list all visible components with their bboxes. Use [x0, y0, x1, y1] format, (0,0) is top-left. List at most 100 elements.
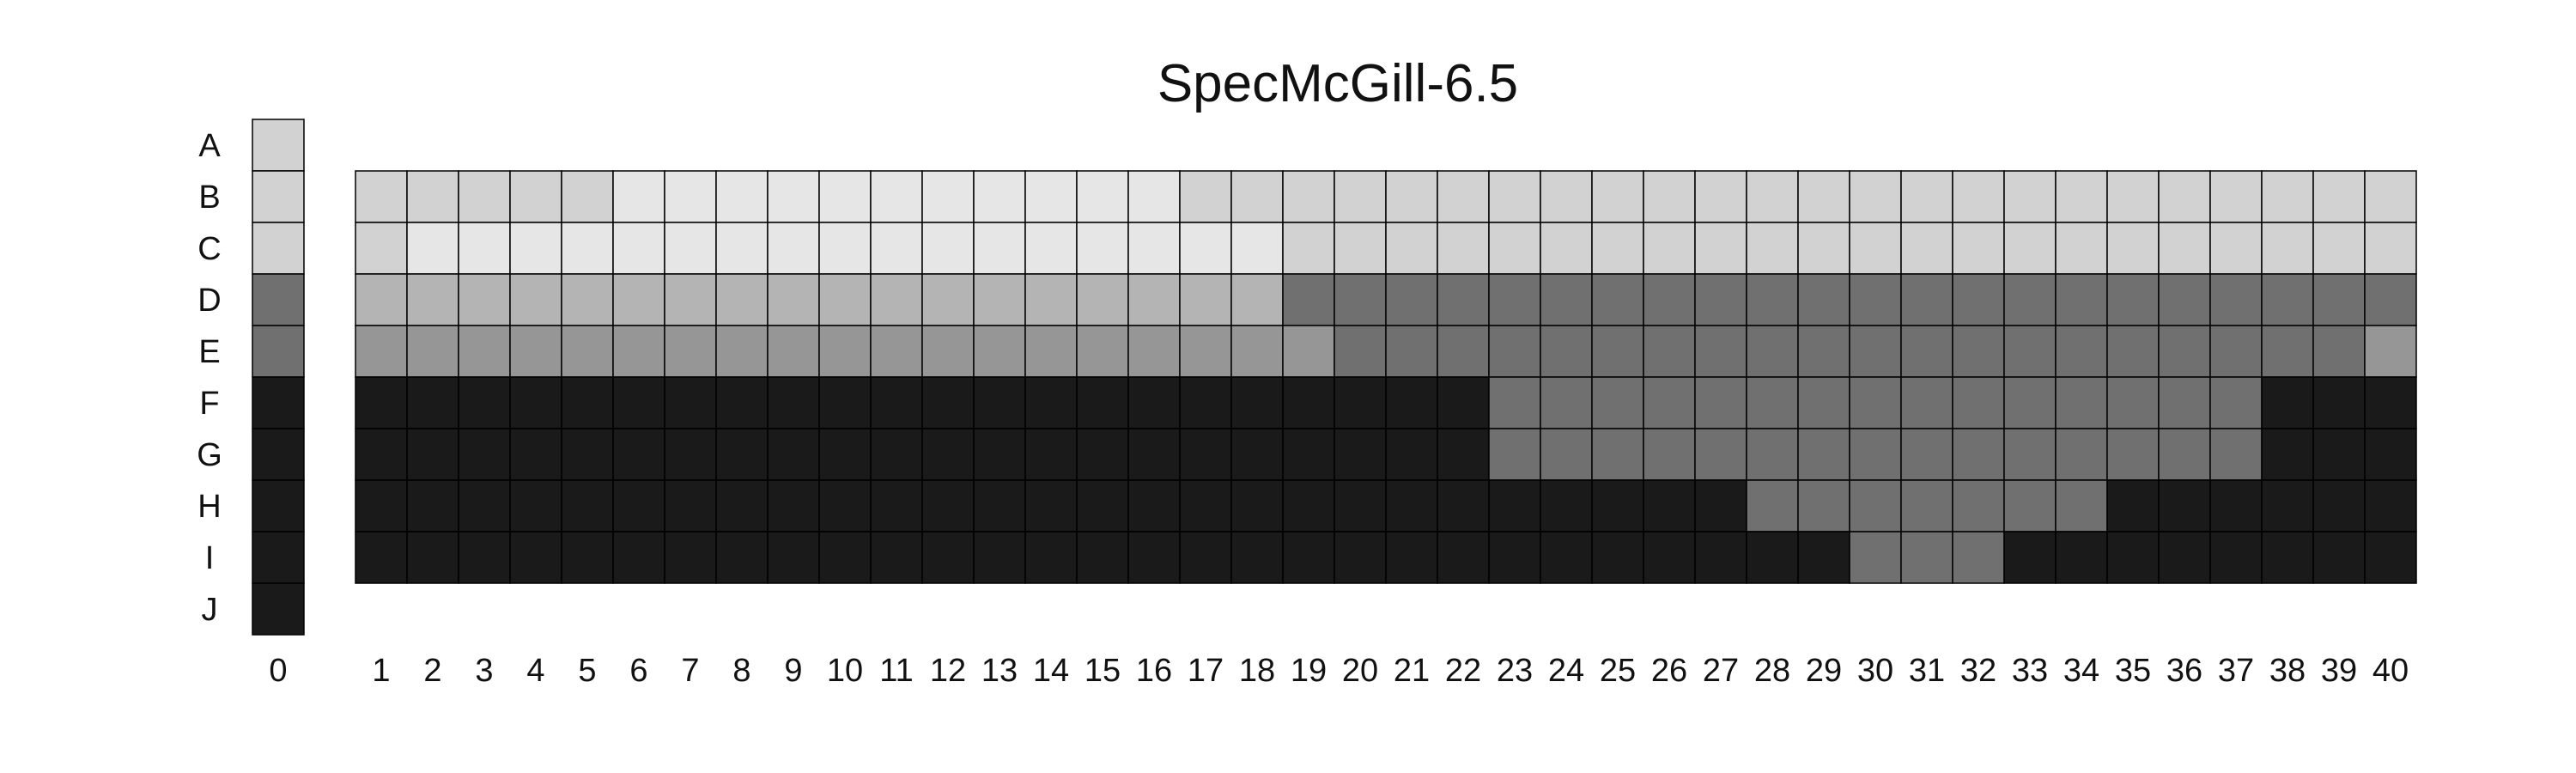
cell-h-27 [1694, 479, 1747, 533]
column-label-21: 21 [1394, 653, 1430, 689]
cell-g-5 [561, 428, 614, 481]
cell-g-29 [1797, 428, 1850, 481]
cell-f-35 [2106, 376, 2160, 429]
cell-h-37 [2209, 479, 2263, 533]
column-label-23: 23 [1497, 653, 1533, 689]
cell-c-9 [767, 222, 820, 275]
cell-h-28 [1746, 479, 1799, 533]
cell-d-25 [1591, 273, 1644, 326]
cell-b-2 [406, 170, 459, 223]
cell-g-26 [1643, 428, 1696, 481]
cell-e-27 [1694, 325, 1747, 378]
cell-f-22 [1437, 376, 1490, 429]
cell-i-4 [509, 531, 562, 584]
cell-d-21 [1385, 273, 1438, 326]
cell-b-31 [1900, 170, 1953, 223]
cell-c-18 [1230, 222, 1284, 275]
cell-h-26 [1643, 479, 1696, 533]
column-label-19: 19 [1291, 653, 1327, 689]
cell-b-22 [1437, 170, 1490, 223]
cell-e-9 [767, 325, 820, 378]
cell-c-21 [1385, 222, 1438, 275]
cell-b-9 [767, 170, 820, 223]
cell-e-14 [1024, 325, 1078, 378]
cell-c-31 [1900, 222, 1953, 275]
cell-g-23 [1488, 428, 1541, 481]
cell-e-22 [1437, 325, 1490, 378]
cell-d-32 [1952, 273, 2005, 326]
cell-g-6 [612, 428, 665, 481]
cell-g-28 [1746, 428, 1799, 481]
cell-h-30 [1849, 479, 1902, 533]
cell-i-23 [1488, 531, 1541, 584]
cell-i-15 [1076, 531, 1129, 584]
cell-c-1 [355, 222, 408, 275]
cell-e-26 [1643, 325, 1696, 378]
cell-h-7 [664, 479, 717, 533]
cell-g-30 [1849, 428, 1902, 481]
cell-b-3 [458, 170, 511, 223]
cell-h-35 [2106, 479, 2160, 533]
cell-d-39 [2312, 273, 2366, 326]
cell-d-5 [561, 273, 614, 326]
cell-e-20 [1334, 325, 1387, 378]
cell-g-18 [1230, 428, 1284, 481]
cell-i-34 [2055, 531, 2108, 584]
column-label-28: 28 [1754, 653, 1790, 689]
cell-h-19 [1282, 479, 1335, 533]
cell-h-16 [1127, 479, 1181, 533]
cell-g-3 [458, 428, 511, 481]
cell-c-24 [1540, 222, 1593, 275]
column-label-15: 15 [1084, 653, 1121, 689]
cell-f-40 [2364, 376, 2417, 429]
cell-d-30 [1849, 273, 1902, 326]
cell-e-37 [2209, 325, 2263, 378]
column-label-10: 10 [827, 653, 863, 689]
cell-h-14 [1024, 479, 1078, 533]
cell-b-28 [1746, 170, 1799, 223]
cell-h-0 [252, 479, 305, 533]
cell-d-2 [406, 273, 459, 326]
column-label-12: 12 [930, 653, 966, 689]
cell-i-12 [921, 531, 975, 584]
cell-e-33 [2003, 325, 2057, 378]
cell-c-34 [2055, 222, 2108, 275]
column-label-20: 20 [1342, 653, 1378, 689]
cell-b-11 [870, 170, 923, 223]
cell-c-6 [612, 222, 665, 275]
cell-c-32 [1952, 222, 2005, 275]
column-label-29: 29 [1806, 653, 1842, 689]
cell-g-34 [2055, 428, 2108, 481]
cell-i-20 [1334, 531, 1387, 584]
cell-h-21 [1385, 479, 1438, 533]
column-0-cells [252, 119, 305, 636]
cell-a-0 [252, 119, 305, 172]
cell-i-19 [1282, 531, 1335, 584]
cell-h-34 [2055, 479, 2108, 533]
cell-g-21 [1385, 428, 1438, 481]
cell-f-36 [2158, 376, 2211, 429]
column-label-13: 13 [981, 653, 1018, 689]
cell-h-4 [509, 479, 562, 533]
cell-i-38 [2261, 531, 2314, 584]
cell-f-14 [1024, 376, 1078, 429]
cell-i-29 [1797, 531, 1850, 584]
cell-e-17 [1179, 325, 1232, 378]
cell-c-27 [1694, 222, 1747, 275]
cell-c-33 [2003, 222, 2057, 275]
cell-b-8 [715, 170, 769, 223]
cell-b-10 [818, 170, 872, 223]
cell-h-17 [1179, 479, 1232, 533]
cell-d-28 [1746, 273, 1799, 326]
cell-f-2 [406, 376, 459, 429]
cell-f-30 [1849, 376, 1902, 429]
cell-f-3 [458, 376, 511, 429]
cell-i-18 [1230, 531, 1284, 584]
column-label-11: 11 [879, 653, 913, 689]
cell-e-19 [1282, 325, 1335, 378]
column-label-35: 35 [2115, 653, 2151, 689]
row-label-g: G [197, 437, 222, 473]
row-label-f: F [199, 386, 219, 422]
cell-b-32 [1952, 170, 2005, 223]
